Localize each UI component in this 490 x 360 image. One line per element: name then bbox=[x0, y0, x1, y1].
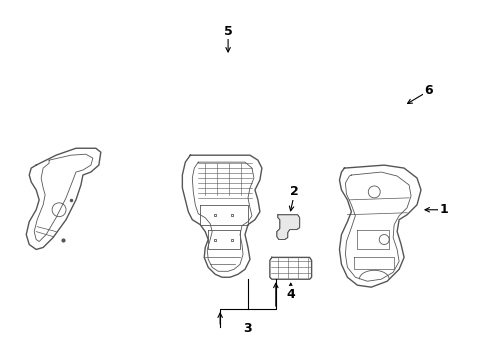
Text: 2: 2 bbox=[291, 185, 299, 198]
Text: 5: 5 bbox=[224, 24, 232, 38]
Text: 3: 3 bbox=[244, 322, 252, 336]
Text: 1: 1 bbox=[440, 203, 448, 216]
Text: 6: 6 bbox=[425, 84, 433, 97]
Text: 4: 4 bbox=[286, 288, 295, 301]
Polygon shape bbox=[277, 215, 300, 239]
